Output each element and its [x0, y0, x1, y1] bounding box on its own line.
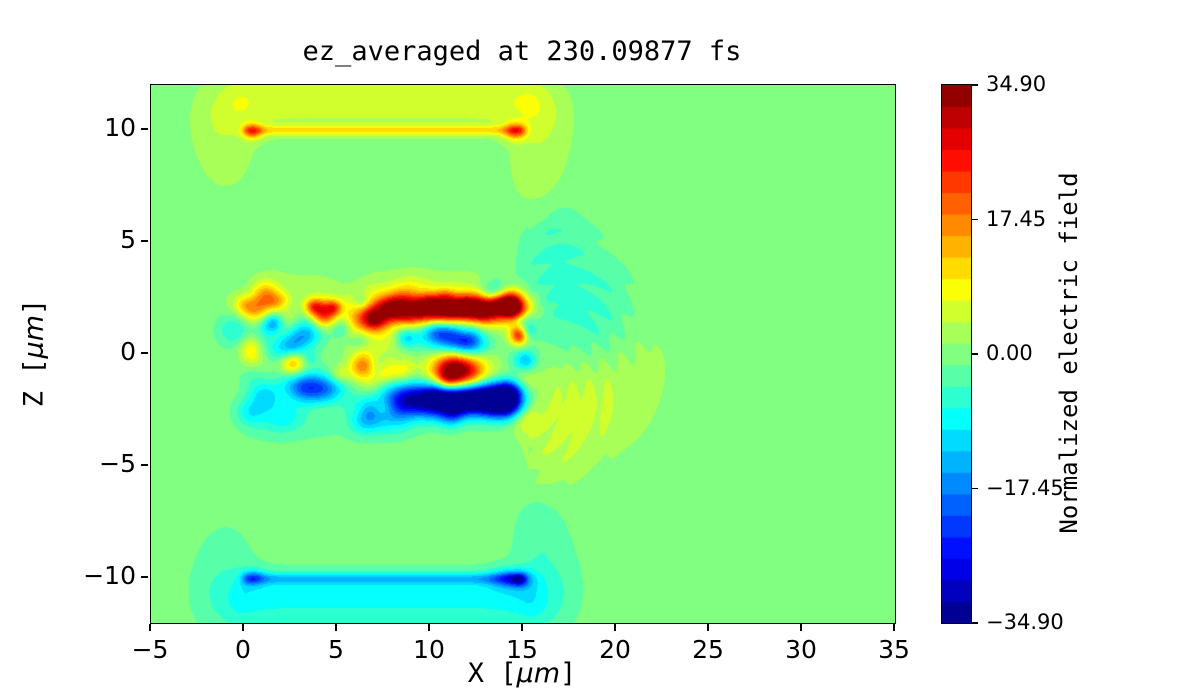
y-tick-label: 5 [120, 224, 136, 254]
y-label-pre: Z [ [18, 358, 50, 408]
colorbar-tick-label: 34.90 [986, 72, 1047, 96]
x-tick-mark [707, 624, 709, 631]
colorbar-tick-mark [972, 218, 978, 221]
colorbar-tick-label: −34.90 [986, 610, 1064, 634]
x-tick-mark [242, 624, 244, 631]
colorbar-canvas [942, 85, 971, 623]
plot-area [150, 84, 896, 624]
x-tick-mark [428, 624, 430, 631]
y-label-unit: μm [18, 315, 50, 359]
y-tick-mark [141, 352, 148, 354]
y-tick-label: 0 [120, 337, 136, 366]
y-tick-mark [141, 464, 148, 466]
colorbar-tick-mark [972, 487, 978, 490]
colorbar-label: Normalized electric field [1046, 84, 1092, 622]
heatmap-canvas [151, 85, 895, 623]
y-tick-label: −5 [99, 449, 136, 479]
colorbar-tick-mark [972, 353, 978, 355]
x-tick-mark [521, 624, 523, 631]
y-axis-label: Z [μm] [14, 84, 54, 622]
x-tick-mark [893, 624, 895, 631]
x-tick-mark [800, 624, 802, 631]
y-tick-label: 10 [104, 112, 136, 142]
x-label-post: ] [560, 658, 577, 689]
chart-title: ez_averaged at 230.09877 fs [302, 36, 742, 67]
y-tick-mark [141, 576, 148, 579]
x-label-unit: μm [516, 658, 560, 689]
x-label-pre: X [ [467, 658, 517, 689]
x-tick-mark [149, 624, 151, 631]
colorbar-tick-label: 17.45 [986, 206, 1047, 231]
y-tick-label: −10 [83, 561, 136, 591]
colorbar-tick-mark [972, 622, 978, 624]
colorbar: 34.90 17.45 0.00 −17.45 −34.90 [941, 72, 1064, 634]
y-tick-mark [141, 240, 148, 242]
colorbar-tick-label: 0.00 [986, 341, 1033, 365]
colorbar-label-text: Normalized electric field [1055, 172, 1083, 534]
x-tick-mark [614, 624, 616, 631]
x-tick-mark [335, 624, 337, 631]
y-tick-mark [141, 128, 148, 130]
colorbar-tick-label: −17.45 [986, 475, 1064, 500]
colorbar-tick-mark [972, 84, 978, 86]
y-label-post: ] [18, 298, 50, 315]
x-axis-label: X [μm] [150, 658, 894, 689]
y-axis-label-text: Z [μm] [19, 299, 50, 408]
